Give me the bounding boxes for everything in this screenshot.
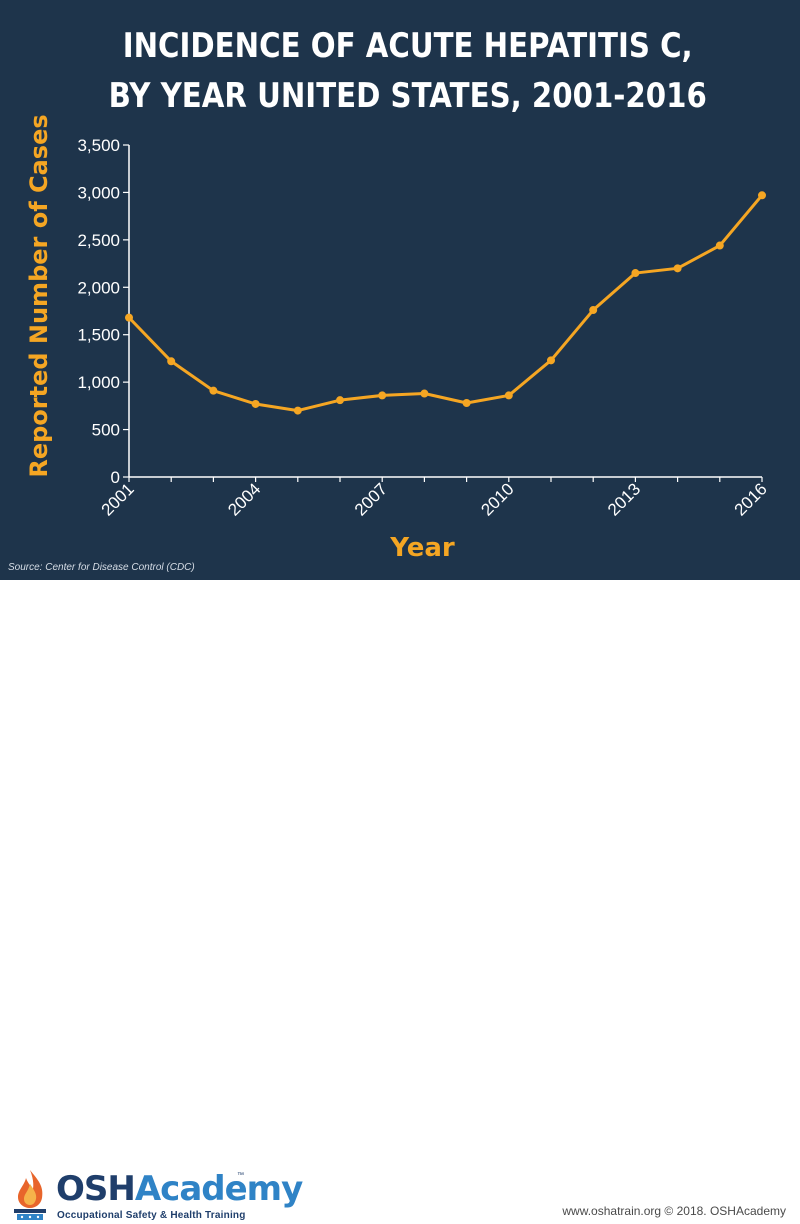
flame-logo-icon <box>14 1170 46 1220</box>
data-point <box>125 313 133 322</box>
data-point <box>673 264 682 273</box>
x-axis-title: Year <box>389 533 455 563</box>
y-tick-label: 3,000 <box>77 183 120 202</box>
logo-trademark: ™ <box>237 1172 244 1179</box>
y-tick-label: 500 <box>92 421 120 440</box>
y-tick-label: 3,500 <box>77 136 120 155</box>
data-point <box>293 406 302 415</box>
logo-wordmark: OSHAcademy <box>56 1169 303 1209</box>
x-tick-label: 2016 <box>731 479 771 519</box>
x-tick-label: 2010 <box>477 479 517 519</box>
copyright-text: www.oshatrain.org © 2018. OSHAcademy <box>562 1204 786 1218</box>
data-point <box>167 357 176 366</box>
data-point <box>758 191 766 200</box>
x-tick-label: 2001 <box>98 479 138 519</box>
line-chart: 0 500 1,000 1,500 2,000 2,500 3,000 3,500 2001 20… <box>25 114 771 563</box>
data-point <box>462 399 471 408</box>
data-point <box>504 391 513 400</box>
data-point <box>631 269 640 278</box>
x-tick-label: 2013 <box>604 479 644 519</box>
data-point <box>209 386 218 395</box>
chart-title-line-2: BY YEAR UNITED STATES, 2001-2016 <box>108 76 707 116</box>
logo-wordmark-osh: OSH <box>56 1169 136 1209</box>
oshacademy-logo: OSHAcademy ™ Occupational Safety & Healt… <box>8 1168 303 1224</box>
logo-tagline: Occupational Safety & Health Training <box>57 1210 246 1221</box>
series-line <box>127 194 764 413</box>
chart-title-line-1: INCIDENCE OF ACUTE HEPATITIS C, <box>122 26 693 66</box>
data-point <box>547 356 555 365</box>
y-tick-label: 1,500 <box>77 326 120 345</box>
data-point <box>378 391 387 400</box>
data-point <box>336 396 344 405</box>
x-tick-label: 2007 <box>351 479 391 519</box>
data-point <box>420 389 429 398</box>
x-tick-label: 2004 <box>224 479 264 519</box>
y-tick-label: 2,500 <box>77 231 120 250</box>
footer: OSHAcademy ™ Occupational Safety & Healt… <box>0 580 800 1221</box>
y-tick-label: 0 <box>111 468 120 487</box>
y-tick-label: 2,000 <box>77 278 120 297</box>
data-point <box>589 306 598 315</box>
y-axis-title: Reported Number of Cases <box>25 114 53 477</box>
data-point <box>251 399 260 408</box>
y-tick-label: 1,000 <box>77 373 120 392</box>
chart-panel: INCIDENCE OF ACUTE HEPATITIS C, BY YEAR … <box>0 0 800 580</box>
source-note: Source: Center for Disease Control (CDC) <box>8 562 195 573</box>
data-point <box>715 241 724 250</box>
logo-wordmark-academy: Academy <box>134 1169 303 1209</box>
